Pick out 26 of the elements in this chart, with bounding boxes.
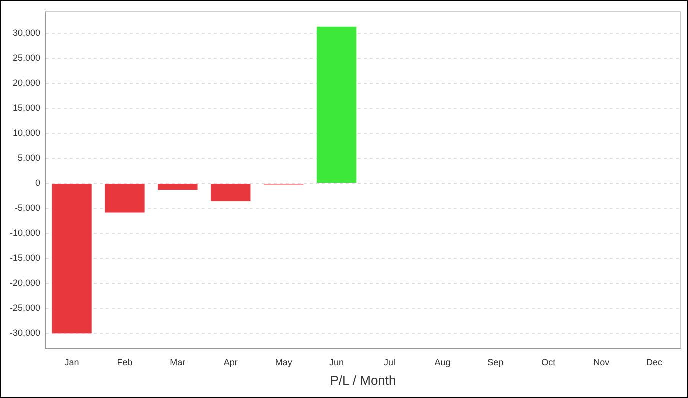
x-tick-label: Apr <box>224 357 238 368</box>
y-tick-label: 10,000 <box>12 128 41 138</box>
y-tick-label: -15,000 <box>10 253 41 264</box>
y-tick-label: 30,000 <box>12 28 41 38</box>
x-tick-label: Nov <box>594 357 610 368</box>
y-tick-label: 20,000 <box>12 78 41 88</box>
y-tick-label: -30,000 <box>10 328 41 338</box>
x-tick-label: Jun <box>330 357 344 368</box>
y-tick-label: 15,000 <box>12 102 41 113</box>
y-tick-label: -5,000 <box>14 203 41 213</box>
y-tick-label: -25,000 <box>10 303 41 314</box>
y-tick-label: -10,000 <box>10 228 41 238</box>
x-tick-label: Jul <box>384 357 396 368</box>
x-tick-label: Mar <box>170 357 186 368</box>
x-tick-label: Oct <box>542 357 556 368</box>
x-tick-label: May <box>275 357 293 368</box>
y-tick-label: -20,000 <box>10 278 41 288</box>
y-tick-label: 5,000 <box>18 152 41 163</box>
y-tick-label: 0 <box>36 178 41 188</box>
x-tick-label: Sep <box>488 357 504 368</box>
x-axis-title: P/L / Month <box>330 372 396 388</box>
y-tick-label: 25,000 <box>12 52 41 63</box>
x-tick-label: Jan <box>64 357 80 368</box>
x-tick-label: Aug <box>434 357 451 368</box>
x-tick-label: Feb <box>117 357 133 368</box>
x-tick-label: Dec <box>646 357 664 368</box>
